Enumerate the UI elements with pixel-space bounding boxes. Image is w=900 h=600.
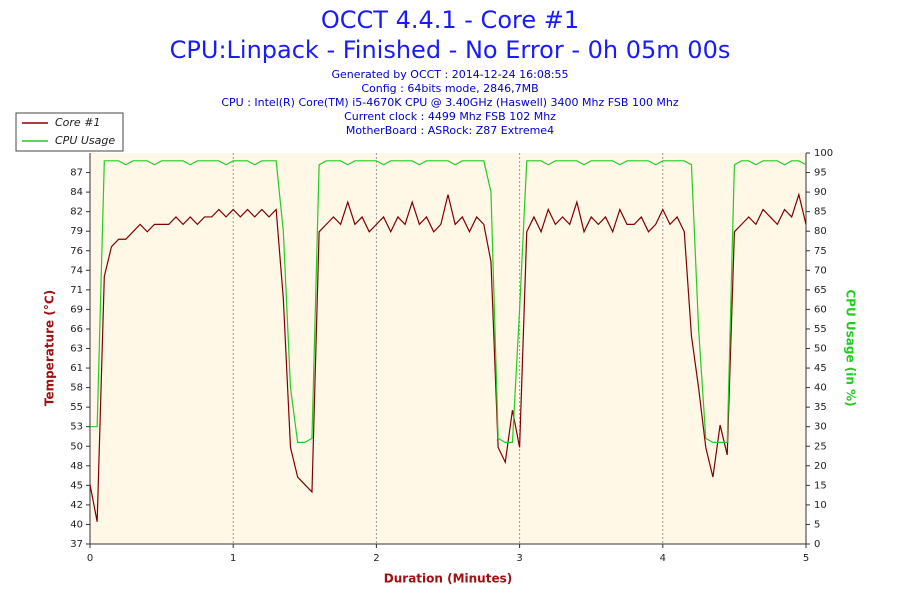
- y2-tick-label: 70: [814, 265, 827, 276]
- y-tick-label: 76: [70, 246, 83, 257]
- x-tick-label: 4: [660, 553, 666, 564]
- x-tick-label: 0: [87, 553, 93, 564]
- info-line: Generated by OCCT : 2014-12-24 16:08:55: [331, 68, 568, 81]
- y2-tick-label: 40: [814, 383, 827, 394]
- y-tick-label: 63: [70, 344, 83, 355]
- legend-label: Core #1: [55, 116, 100, 129]
- y-tick-label: 69: [70, 304, 83, 315]
- y2-tick-label: 15: [814, 480, 827, 491]
- y-tick-label: 53: [70, 422, 83, 433]
- y-tick-label: 74: [70, 265, 83, 276]
- chart-title: OCCT 4.4.1 - Core #1: [321, 6, 579, 34]
- y-tick-label: 82: [70, 207, 83, 218]
- y2-tick-label: 0: [814, 539, 820, 550]
- x-tick-label: 5: [803, 553, 809, 564]
- chart-subtitle: CPU:Linpack - Finished - No Error - 0h 0…: [170, 36, 731, 64]
- y-tick-label: 58: [70, 383, 83, 394]
- series-line: [89, 192, 807, 522]
- y-tick-label: 37: [70, 539, 83, 550]
- y2-tick-label: 55: [814, 324, 827, 335]
- y2-tick-label: 45: [814, 363, 827, 374]
- y-tick-label: 79: [70, 226, 83, 237]
- y-tick-label: 84: [70, 187, 83, 198]
- y2-tick-label: 30: [814, 422, 827, 433]
- y2-tick-label: 90: [814, 187, 827, 198]
- y2-tick-label: 60: [814, 304, 827, 315]
- y2-tick-label: 75: [814, 246, 827, 257]
- y2-tick-label: 85: [814, 207, 827, 218]
- plot-area: [90, 153, 806, 544]
- info-line: Config : 64bits mode, 2846,7MB: [361, 82, 538, 95]
- y-tick-label: 45: [70, 480, 83, 491]
- x-tick-label: 2: [373, 553, 379, 564]
- x-tick-label: 3: [516, 553, 522, 564]
- y-axis-label: Temperature (°C): [43, 290, 57, 406]
- y-tick-label: 40: [70, 519, 83, 530]
- info-line: MotherBoard : ASRock: Z87 Extreme4: [346, 124, 554, 137]
- y2-tick-label: 80: [814, 226, 827, 237]
- y-tick-label: 42: [70, 500, 83, 511]
- y-tick-label: 61: [70, 363, 83, 374]
- y-tick-label: 71: [70, 285, 83, 296]
- y2-tick-label: 5: [814, 519, 820, 530]
- info-line: Current clock : 4499 Mhz FSB 102 Mhz: [344, 110, 556, 123]
- y2-tick-label: 100: [814, 148, 833, 159]
- y-tick-label: 48: [70, 461, 83, 472]
- y2-axis-label: CPU Usage (in %): [844, 289, 858, 406]
- y2-tick-label: 95: [814, 168, 827, 179]
- y2-tick-label: 65: [814, 285, 827, 296]
- legend-label: CPU Usage: [55, 134, 115, 147]
- y2-tick-label: 35: [814, 402, 827, 413]
- info-line: CPU : Intel(R) Core(TM) i5-4670K CPU @ 3…: [221, 96, 679, 109]
- series-line: [90, 160, 807, 443]
- y-tick-label: 87: [70, 168, 83, 179]
- y-tick-label: 66: [70, 324, 83, 335]
- x-tick-label: 1: [230, 553, 236, 564]
- y2-tick-label: 25: [814, 441, 827, 452]
- y2-tick-label: 20: [814, 461, 827, 472]
- y-tick-label: 50: [70, 441, 83, 452]
- y-tick-label: 55: [70, 402, 83, 413]
- y2-tick-label: 50: [814, 344, 827, 355]
- y2-tick-label: 10: [814, 500, 827, 511]
- x-axis-label: Duration (Minutes): [384, 572, 512, 586]
- legend: [15, 112, 124, 152]
